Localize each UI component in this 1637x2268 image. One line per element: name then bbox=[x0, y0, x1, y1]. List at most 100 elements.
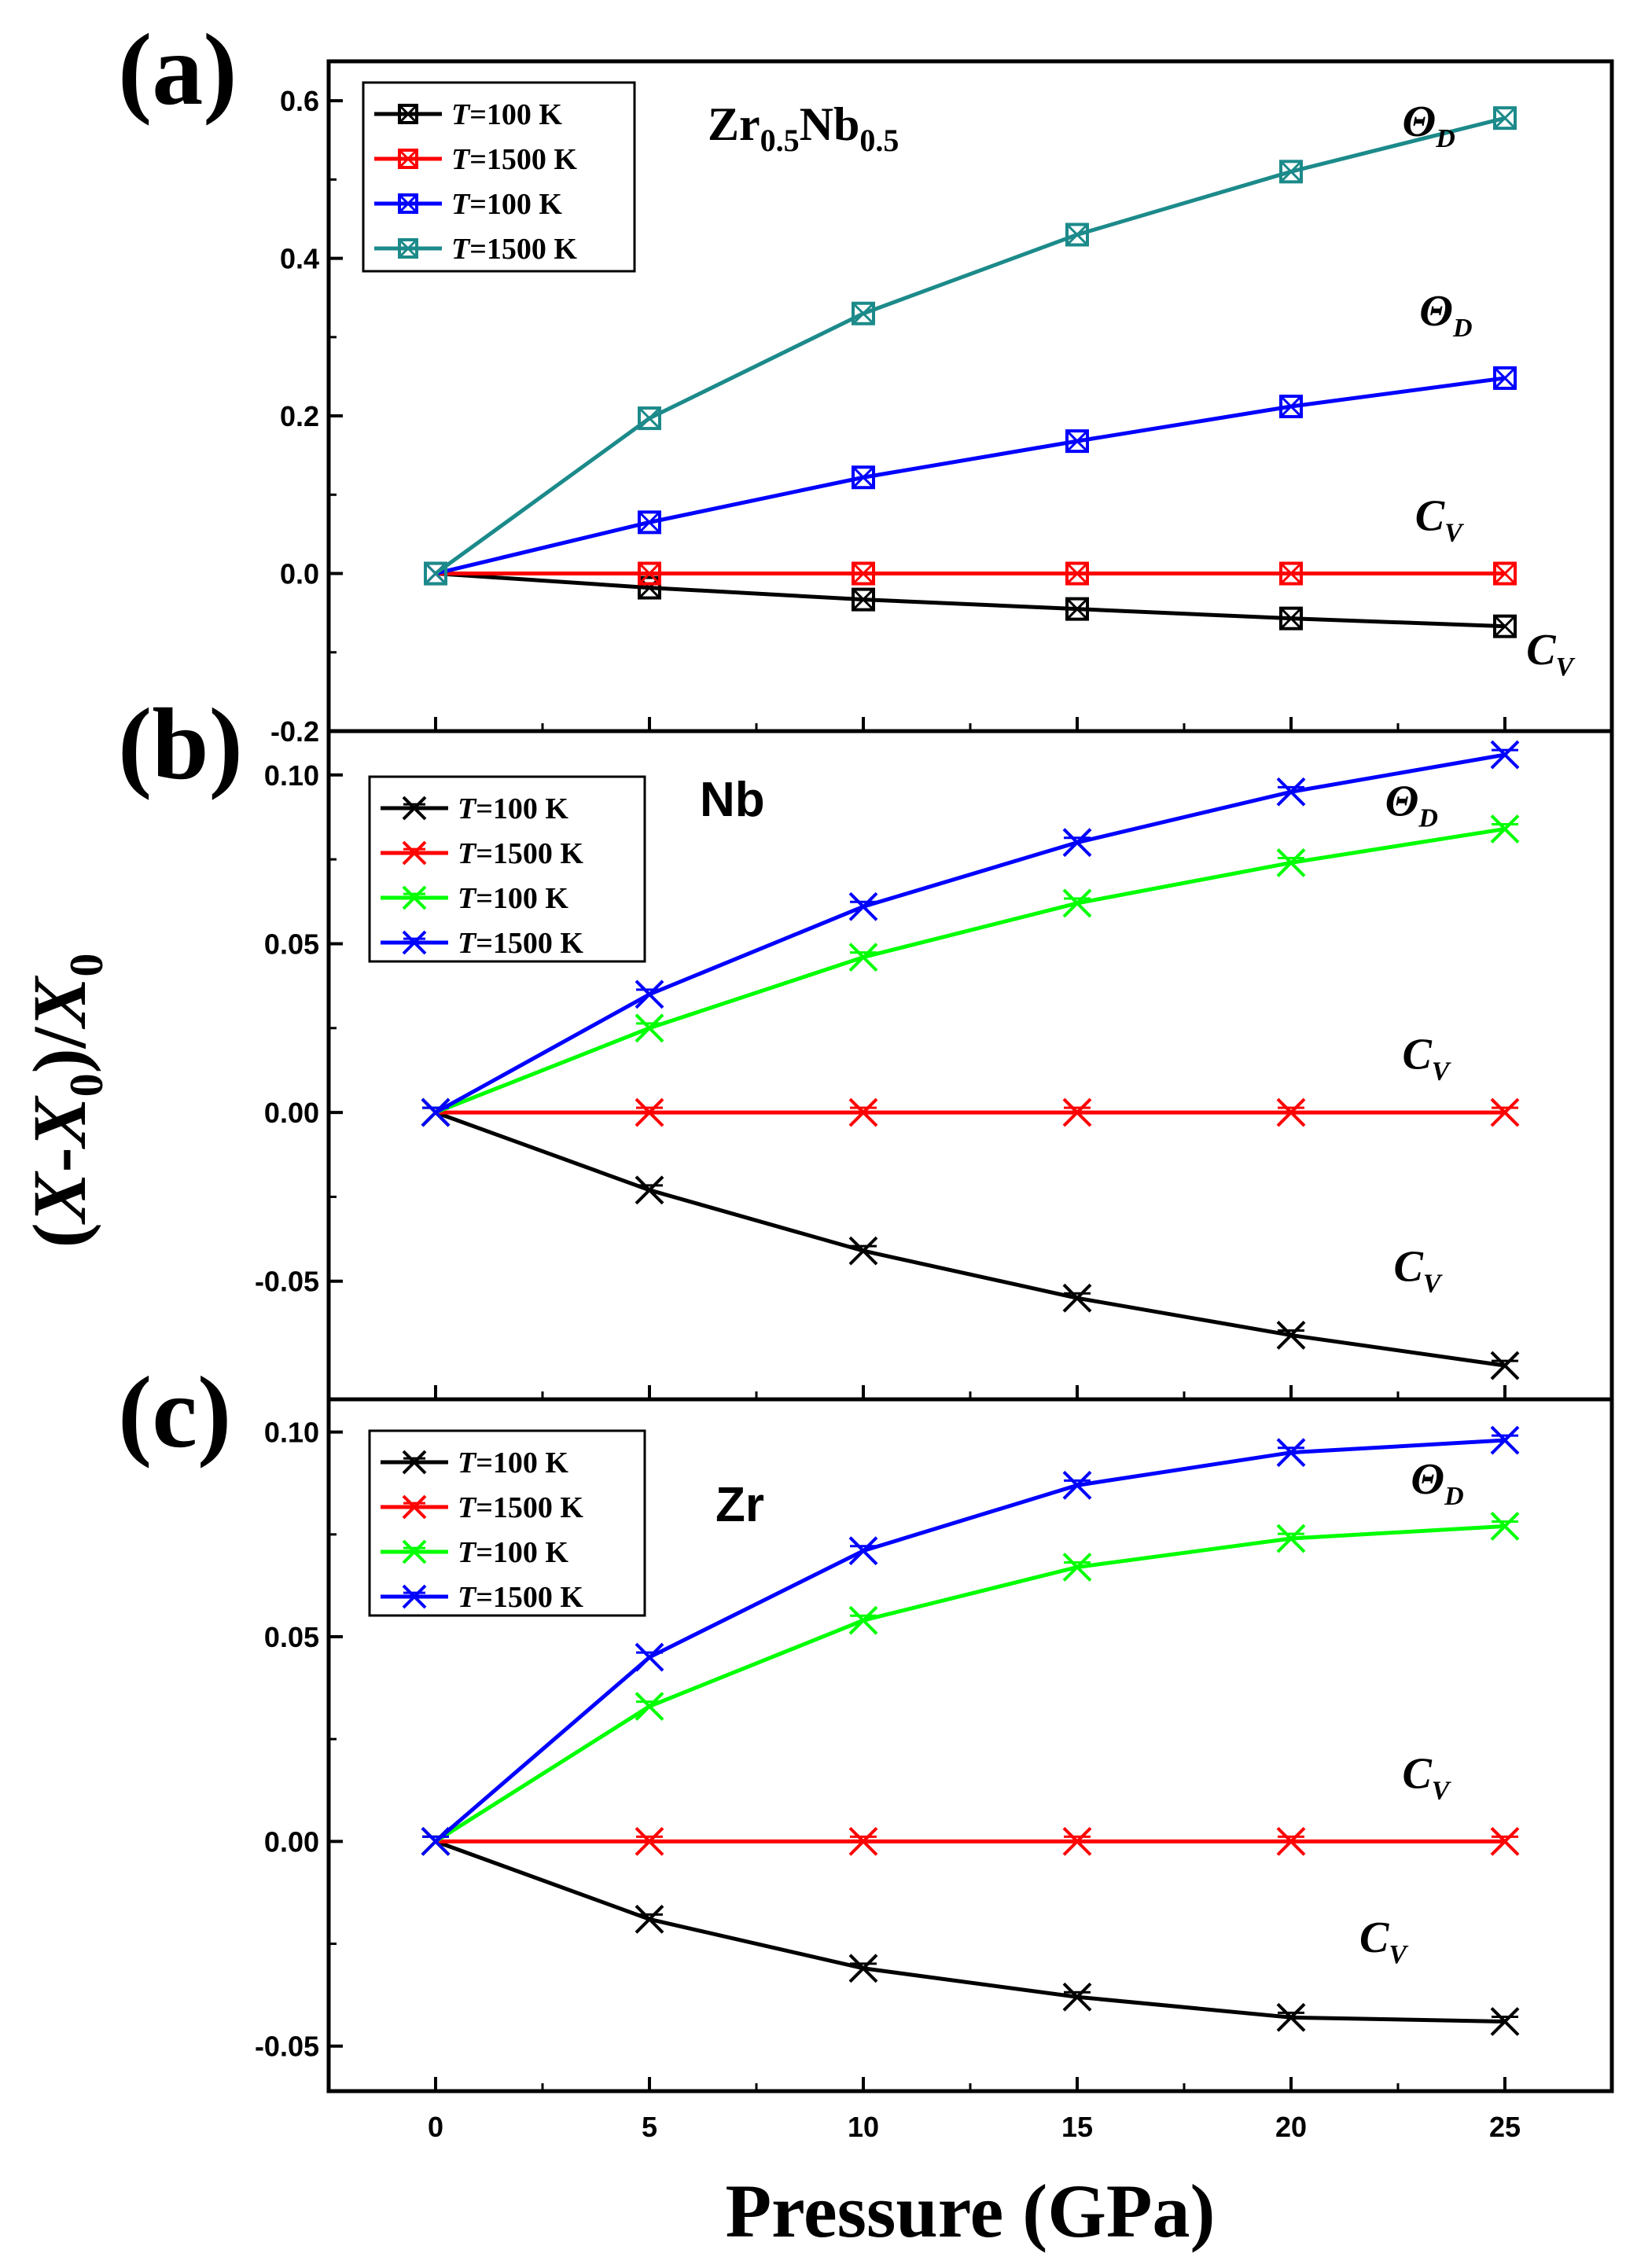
y-tick-label: 0.00 bbox=[264, 1825, 319, 1858]
legend-label: T=100 K bbox=[458, 1446, 568, 1480]
data-point-box bbox=[1493, 614, 1517, 638]
y-tick-label: -0.05 bbox=[255, 1266, 319, 1298]
series-line bbox=[435, 376, 1506, 575]
data-point bbox=[638, 406, 661, 431]
data-point bbox=[848, 1826, 878, 1856]
data-point-diag2 bbox=[848, 1954, 878, 1983]
data-point-diag2 bbox=[1276, 1524, 1306, 1553]
x-tick-label: 25 bbox=[1489, 2111, 1521, 2143]
ylabel-var: X bbox=[17, 976, 101, 1030]
data-point-diag2 bbox=[1065, 562, 1089, 585]
annotation-symbol: C bbox=[1359, 1913, 1389, 1962]
data-point-diag2 bbox=[1490, 1097, 1520, 1127]
data-point-diag2 bbox=[848, 1097, 878, 1127]
legend-label: T=100 K bbox=[458, 882, 568, 915]
sample-elem: Zr bbox=[708, 98, 760, 150]
data-point bbox=[1493, 106, 1517, 130]
data-point bbox=[1062, 1097, 1092, 1127]
data-point-box bbox=[852, 465, 875, 490]
legend-label: T=100 K bbox=[451, 98, 562, 131]
data-point-diag2 bbox=[1062, 1553, 1092, 1582]
series-3 bbox=[424, 366, 1517, 586]
x-tick-label: 0 bbox=[428, 2111, 443, 2143]
data-point bbox=[421, 1097, 451, 1127]
panel-a: -0.20.00.20.40.6 T=100 KT=1500 KT=100 KT=… bbox=[118, 13, 1614, 748]
data-point-diag2 bbox=[1062, 1826, 1092, 1856]
legend-value: =1500 K bbox=[469, 233, 577, 266]
data-point bbox=[848, 1536, 878, 1566]
legend-marker-diag2 bbox=[402, 1584, 427, 1609]
data-point-box bbox=[852, 561, 875, 586]
data-point bbox=[848, 891, 878, 921]
legend-value: =1500 K bbox=[469, 143, 577, 176]
data-point-diag2 bbox=[848, 1826, 878, 1856]
legend-entry: T=100 K bbox=[374, 98, 562, 131]
data-point bbox=[1276, 1097, 1306, 1127]
data-point bbox=[852, 301, 875, 325]
sample-label: Zr bbox=[715, 1478, 764, 1532]
sample-sub: 0.5 bbox=[760, 123, 800, 158]
data-point bbox=[1490, 1826, 1520, 1856]
data-point-diag2 bbox=[1065, 430, 1089, 453]
sample-sub: 0.5 bbox=[859, 123, 899, 158]
legend-marker-box bbox=[398, 193, 418, 214]
data-point bbox=[635, 1904, 664, 1934]
data-point-box bbox=[1065, 561, 1089, 586]
legend-marker-diag2 bbox=[398, 193, 418, 214]
legend-label: T=100 K bbox=[451, 188, 562, 221]
data-point bbox=[1279, 606, 1303, 630]
y-tick-label: 0.2 bbox=[280, 400, 319, 432]
legend-marker-diag2 bbox=[402, 840, 427, 866]
legend-value: =1500 K bbox=[476, 1491, 583, 1524]
data-point-diag2 bbox=[1062, 888, 1092, 918]
legend-label: T=1500 K bbox=[458, 1491, 583, 1524]
legend-label: T=1500 K bbox=[458, 837, 583, 870]
annotation-symbol: Θ bbox=[1411, 1455, 1444, 1504]
data-point-diag2 bbox=[421, 1826, 451, 1856]
data-point bbox=[1490, 1097, 1520, 1127]
annotation-symbol: C bbox=[1394, 1243, 1424, 1292]
data-point-box bbox=[1493, 561, 1517, 586]
y-tick-label: 0.4 bbox=[280, 243, 319, 275]
series-1 bbox=[421, 1097, 1520, 1380]
data-point bbox=[1062, 1283, 1092, 1313]
ylabel-paren: ( bbox=[17, 1222, 101, 1248]
series-3 bbox=[421, 814, 1520, 1127]
series-2 bbox=[424, 561, 1517, 586]
data-point-diag2 bbox=[1276, 777, 1306, 807]
data-point-diag2 bbox=[1065, 597, 1089, 620]
legend-var: T bbox=[451, 98, 471, 131]
series-line bbox=[435, 572, 1506, 629]
data-point-diag2 bbox=[1062, 1470, 1092, 1500]
legend-value: =100 K bbox=[469, 188, 562, 221]
data-point-diag2 bbox=[848, 943, 878, 972]
data-point bbox=[848, 1236, 878, 1266]
data-point-diag2 bbox=[635, 1175, 664, 1205]
data-point bbox=[1062, 1982, 1092, 2012]
data-point bbox=[1062, 1470, 1092, 1500]
y-tick-label: 0.05 bbox=[264, 928, 319, 960]
annotation: ΘD bbox=[1385, 777, 1438, 833]
legend-label: T=100 K bbox=[458, 792, 568, 825]
panel-label: (b) bbox=[118, 688, 243, 801]
ylabel-var: X bbox=[17, 1171, 101, 1225]
data-point-diag2 bbox=[1062, 1982, 1092, 2012]
annotation-symbol: C bbox=[1402, 1750, 1432, 1799]
data-point-diag2 bbox=[1490, 1425, 1520, 1455]
panel-c: -0.050.000.050.100 5 10 15 20 25T=100 KT=1500… bbox=[118, 1356, 1614, 2143]
annotation-symbol: Θ bbox=[1402, 97, 1436, 146]
legend-marker-diag2 bbox=[398, 104, 418, 124]
series-4 bbox=[421, 740, 1520, 1127]
annotation-sub: V bbox=[1556, 652, 1576, 682]
series-4 bbox=[424, 106, 1517, 586]
annotation-symbol: C bbox=[1415, 491, 1445, 540]
data-point-diag2 bbox=[852, 466, 875, 489]
data-point-diag2 bbox=[635, 1904, 664, 1934]
data-point-box bbox=[1279, 561, 1303, 586]
data-point-diag2 bbox=[1276, 1438, 1306, 1468]
data-point-box bbox=[1279, 606, 1303, 630]
data-point-diag2 bbox=[1490, 740, 1520, 770]
data-point-diag2 bbox=[848, 1605, 878, 1635]
legend-marker-diag2 bbox=[398, 149, 418, 169]
data-point-diag2 bbox=[1279, 607, 1303, 630]
